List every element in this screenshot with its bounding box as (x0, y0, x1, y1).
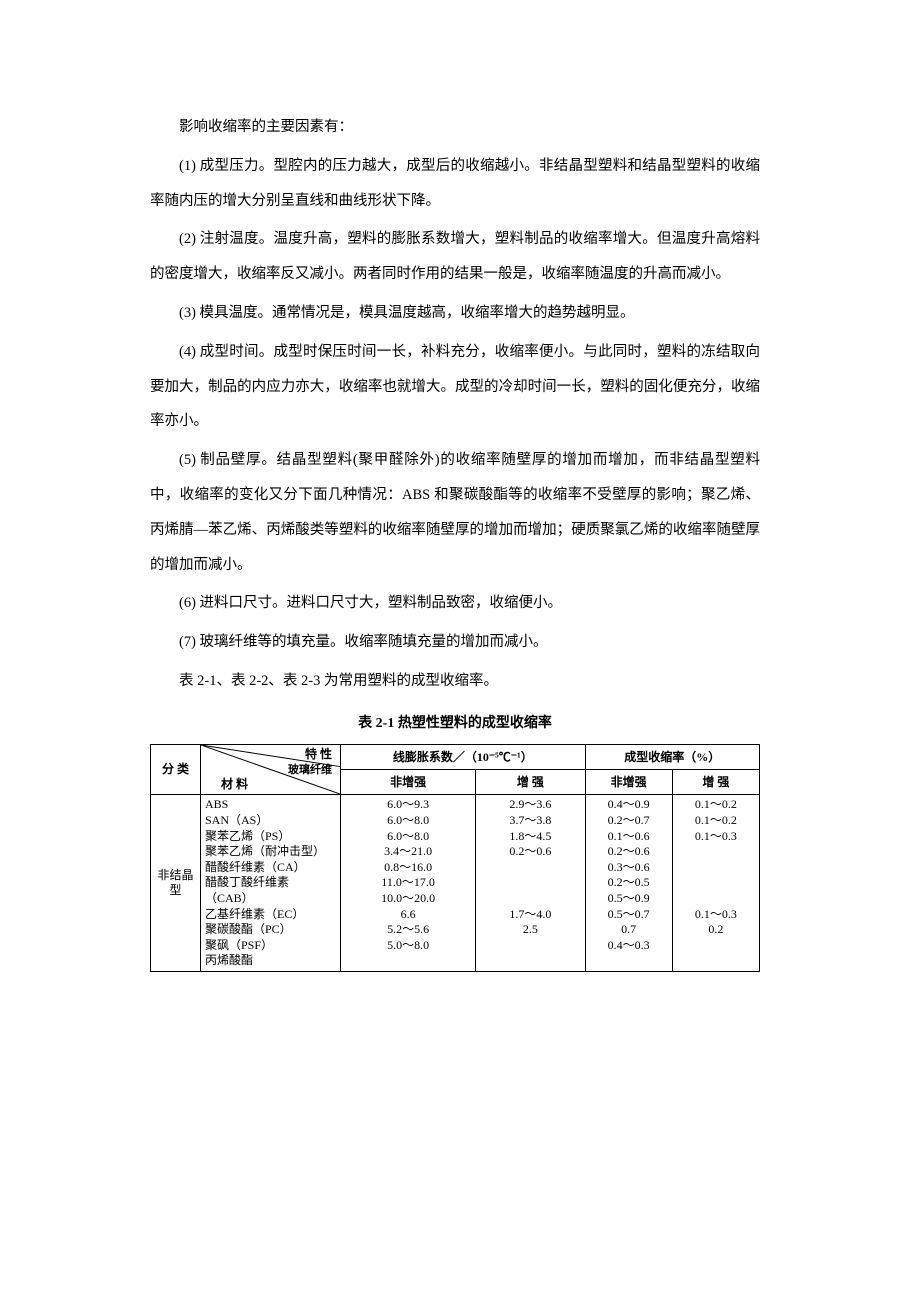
header-shr-yes: 增 强 (672, 770, 759, 795)
header-shrinkage: 成型收缩率（%） (585, 745, 759, 770)
table-row: 非结晶型 ABSSAN（AS）聚苯乙烯（PS）聚苯乙烯（耐冲击型）醋酸纤维素（C… (151, 795, 760, 972)
paragraph-7: (7) 玻璃纤维等的填充量。收缩率随填充量的增加而减小。 (150, 625, 760, 660)
diag-top-label: 特 性 (305, 747, 332, 763)
header-expansion: 线膨胀系数／（10⁻⁵℃⁻¹） (341, 745, 586, 770)
shrinkage-table: 分 类 特 性 玻璃纤维 材 料 线膨胀系数／（10⁻⁵℃⁻¹） 成型收缩率（%… (150, 744, 760, 972)
cell-exp-yes: 2.9～3.63.7～3.81.8～4.50.2～0.6 1.7～4.02.5 (476, 795, 585, 972)
header-shr-no: 非增强 (585, 770, 672, 795)
paragraph-1: (1) 成型压力。型腔内的压力越大，成型后的收缩越小。非结晶型塑料和结晶型塑料的… (150, 149, 760, 219)
paragraph-4: (4) 成型时间。成型时保压时间一长，补料充分，收缩率便小。与此同时，塑料的冻结… (150, 335, 760, 439)
header-diagonal: 特 性 玻璃纤维 材 料 (201, 745, 341, 795)
diag-bot-label: 材 料 (221, 777, 248, 793)
cell-shr-yes: 0.1～0.20.1～0.20.1～0.3 0.1～0.30.2 (672, 795, 759, 972)
header-exp-no: 非增强 (341, 770, 476, 795)
paragraph-2: (2) 注射温度。温度升高，塑料的膨胀系数增大，塑料制品的收缩率增大。但温度升高… (150, 222, 760, 292)
header-category: 分 类 (151, 745, 201, 795)
paragraph-3: (3) 模具温度。通常情况是，模具温度越高，收缩率增大的趋势越明显。 (150, 296, 760, 331)
paragraph-5: (5) 制品壁厚。结晶型塑料(聚甲醛除外)的收缩率随壁厚的增加而增加，而非结晶型… (150, 443, 760, 582)
intro-text: 影响收缩率的主要因素有： (150, 110, 760, 145)
table-caption: 表 2-1 热塑性塑料的成型收缩率 (150, 707, 760, 741)
cell-materials: ABSSAN（AS）聚苯乙烯（PS）聚苯乙烯（耐冲击型）醋酸纤维素（CA）醋酸丁… (201, 795, 341, 972)
header-exp-yes: 增 强 (476, 770, 585, 795)
table-header-row-1: 分 类 特 性 玻璃纤维 材 料 线膨胀系数／（10⁻⁵℃⁻¹） 成型收缩率（%… (151, 745, 760, 770)
diag-mid-label: 玻璃纤维 (288, 763, 332, 777)
paragraph-8: 表 2-1、表 2-2、表 2-3 为常用塑料的成型收缩率。 (150, 664, 760, 699)
cell-shr-no: 0.4～0.90.2～0.70.1～0.60.2～0.60.3～0.60.2～0… (585, 795, 672, 972)
cell-exp-no: 6.0～9.36.0～8.06.0～8.03.4～21.00.8～16.011.… (341, 795, 476, 972)
paragraph-6: (6) 进料口尺寸。进料口尺寸大，塑料制品致密，收缩便小。 (150, 586, 760, 621)
cell-category: 非结晶型 (151, 795, 201, 972)
